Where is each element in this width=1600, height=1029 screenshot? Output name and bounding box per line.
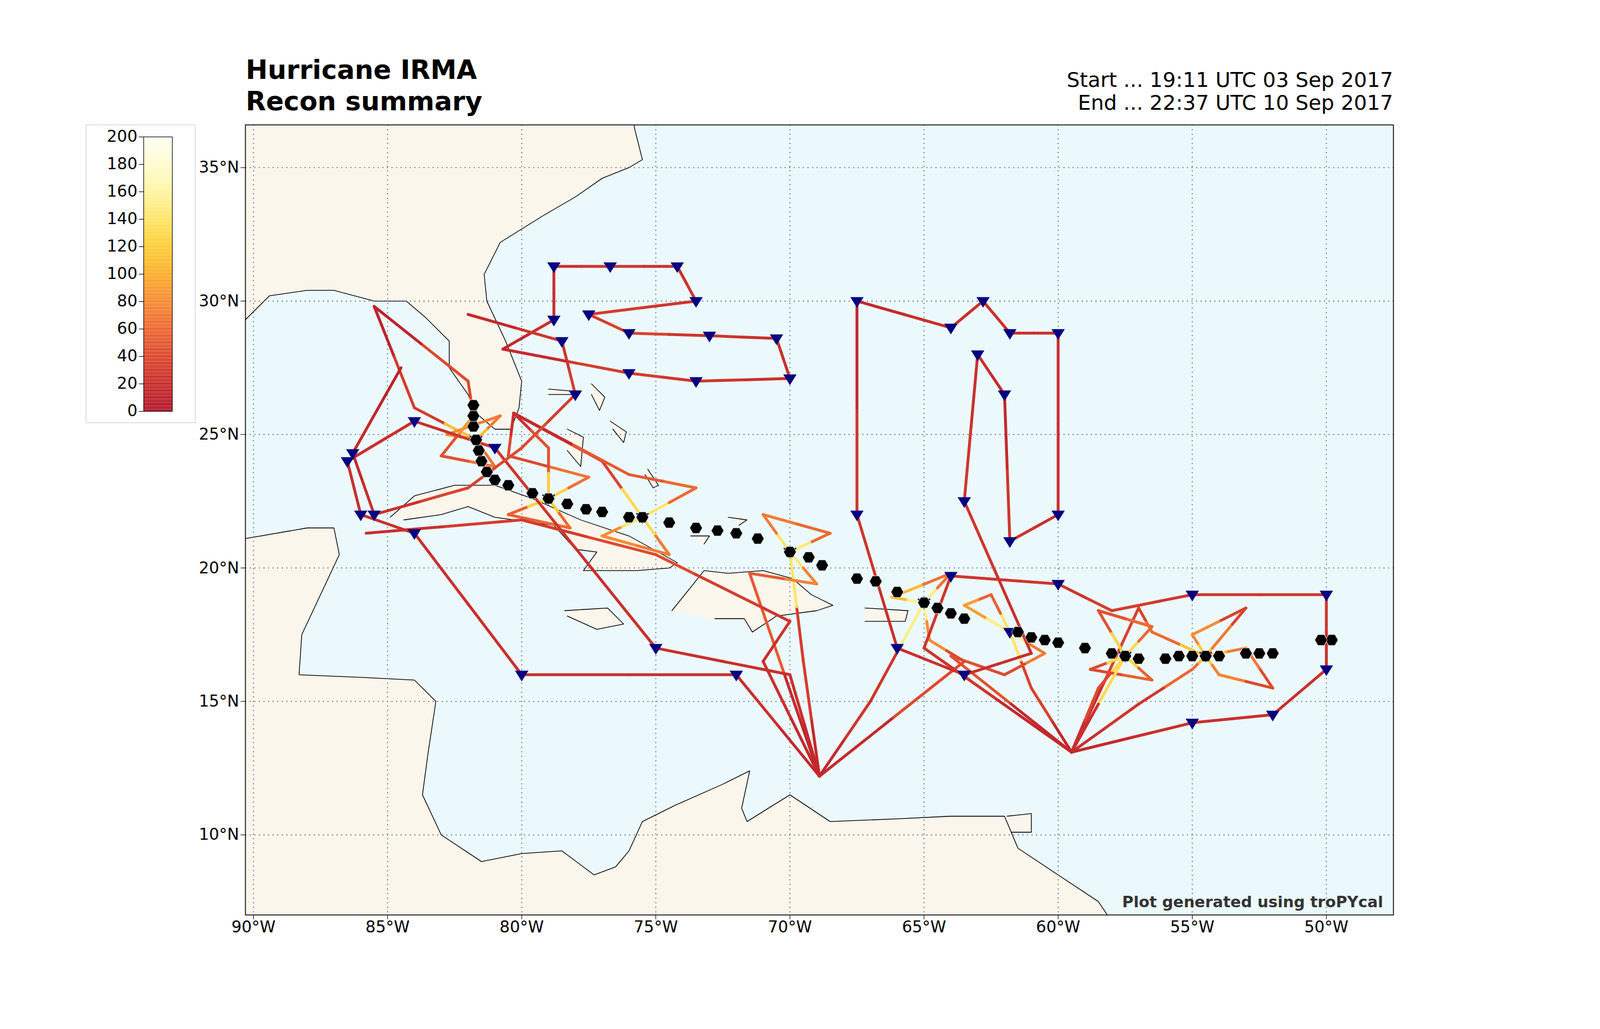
svg-text:20°N: 20°N <box>198 558 240 578</box>
svg-text:70°W: 70°W <box>768 917 812 936</box>
html-text:Recon summary: Recon summary <box>245 85 483 117</box>
svg-text:55°W: 55°W <box>1170 917 1215 936</box>
svg-text:140: 140 <box>106 209 138 228</box>
svg-text:85°W: 85°W <box>365 917 410 936</box>
svg-text:0: 0 <box>127 401 138 420</box>
svg-text:30°N: 30°N <box>198 291 240 311</box>
svg-text:75°W: 75°W <box>633 917 678 936</box>
svg-text:120: 120 <box>106 236 138 256</box>
svg-text:160: 160 <box>106 181 138 201</box>
svg-text:180: 180 <box>106 154 138 174</box>
svg-text:50°W: 50°W <box>1304 917 1348 936</box>
svg-text:10°N: 10°N <box>198 824 240 844</box>
svg-text:200: 200 <box>106 126 138 146</box>
svg-text:100: 100 <box>106 264 138 283</box>
svg-text:60°W: 60°W <box>1036 917 1080 936</box>
html-text:Start ... 19:11 UTC 03 Sep 201: Start ... 19:11 UTC 03 Sep 2017 <box>1066 68 1394 92</box>
svg-text:20: 20 <box>117 373 138 393</box>
svg-text:40: 40 <box>117 346 138 366</box>
svg-text:90°W: 90°W <box>231 917 276 936</box>
svg-text:80: 80 <box>117 291 138 311</box>
svg-text:35°N: 35°N <box>198 157 240 177</box>
svg-text:15°N: 15°N <box>198 691 240 711</box>
svg-text:80°W: 80°W <box>499 917 544 936</box>
svg-text:Plot generated using troPYcal: Plot generated using troPYcal <box>1122 892 1384 911</box>
html-text:Hurricane IRMA: Hurricane IRMA <box>245 54 477 86</box>
svg-text:65°W: 65°W <box>901 917 946 936</box>
svg-text:25°N: 25°N <box>198 424 240 444</box>
svg-text:60: 60 <box>117 318 138 338</box>
html-text:End ... 22:37 UTC 10 Sep 2017: End ... 22:37 UTC 10 Sep 2017 <box>1077 90 1394 115</box>
